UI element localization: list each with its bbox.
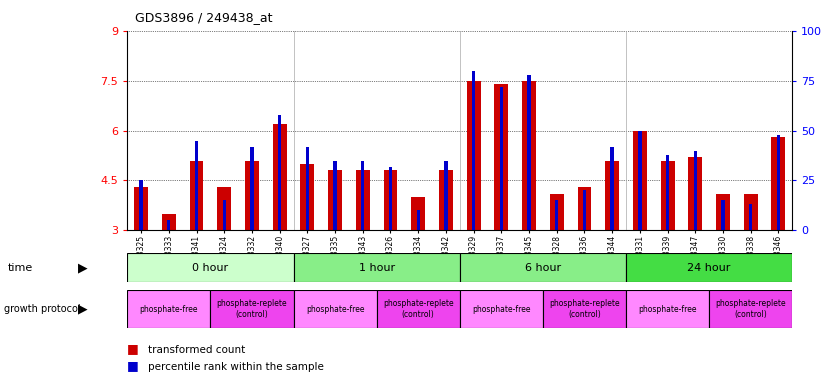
Bar bbox=[134, 187, 148, 230]
Bar bbox=[460, 253, 626, 282]
Text: GDS3896 / 249438_at: GDS3896 / 249438_at bbox=[135, 12, 273, 25]
Text: phosphate-replete
(control): phosphate-replete (control) bbox=[383, 300, 453, 319]
Text: phosphate-free: phosphate-free bbox=[305, 305, 365, 314]
Text: time: time bbox=[8, 263, 34, 273]
Bar bbox=[666, 154, 669, 230]
Text: phosphate-free: phosphate-free bbox=[472, 305, 530, 314]
Bar bbox=[472, 71, 475, 230]
Bar bbox=[328, 170, 342, 230]
Bar bbox=[250, 147, 254, 230]
Bar bbox=[500, 87, 503, 230]
Bar bbox=[300, 164, 314, 230]
Bar bbox=[494, 84, 508, 230]
Bar bbox=[460, 290, 543, 328]
Text: phosphate-replete
(control): phosphate-replete (control) bbox=[217, 300, 287, 319]
Bar bbox=[709, 290, 792, 328]
Bar bbox=[389, 167, 392, 230]
Bar bbox=[355, 170, 369, 230]
Text: 24 hour: 24 hour bbox=[687, 263, 731, 273]
Bar bbox=[694, 151, 697, 230]
Bar bbox=[626, 253, 792, 282]
Bar bbox=[333, 161, 337, 230]
Bar bbox=[611, 147, 614, 230]
Text: 6 hour: 6 hour bbox=[525, 263, 561, 273]
Bar bbox=[661, 161, 675, 230]
Bar bbox=[772, 137, 786, 230]
Bar bbox=[305, 147, 309, 230]
Bar bbox=[527, 74, 530, 230]
Text: phosphate-free: phosphate-free bbox=[140, 305, 198, 314]
Bar bbox=[688, 157, 702, 230]
Text: phosphate-replete
(control): phosphate-replete (control) bbox=[549, 300, 620, 319]
Bar bbox=[638, 131, 641, 230]
Bar bbox=[190, 161, 204, 230]
Bar bbox=[626, 290, 709, 328]
Bar bbox=[377, 290, 460, 328]
Bar bbox=[411, 197, 425, 230]
Bar bbox=[127, 253, 294, 282]
Bar bbox=[167, 220, 171, 230]
Bar bbox=[522, 81, 536, 230]
Text: phosphate-free: phosphate-free bbox=[638, 305, 697, 314]
Text: percentile rank within the sample: percentile rank within the sample bbox=[148, 362, 323, 372]
Bar bbox=[439, 170, 453, 230]
Bar bbox=[222, 200, 226, 230]
Text: transformed count: transformed count bbox=[148, 345, 245, 355]
Bar bbox=[633, 131, 647, 230]
Bar bbox=[444, 161, 447, 230]
Bar bbox=[127, 290, 210, 328]
Text: growth protocol: growth protocol bbox=[4, 304, 80, 314]
Text: 0 hour: 0 hour bbox=[192, 263, 228, 273]
Text: ▶: ▶ bbox=[78, 262, 88, 274]
Text: phosphate-replete
(control): phosphate-replete (control) bbox=[715, 300, 786, 319]
Bar bbox=[543, 290, 626, 328]
Bar bbox=[361, 161, 365, 230]
Bar bbox=[716, 194, 730, 230]
Bar bbox=[294, 290, 377, 328]
Bar bbox=[605, 161, 619, 230]
Bar bbox=[555, 200, 558, 230]
Bar bbox=[383, 170, 397, 230]
Bar bbox=[294, 253, 460, 282]
Bar bbox=[278, 114, 282, 230]
Bar bbox=[550, 194, 564, 230]
Bar bbox=[749, 204, 752, 230]
Bar bbox=[273, 124, 287, 230]
Text: ■: ■ bbox=[127, 359, 139, 372]
Bar bbox=[210, 290, 294, 328]
Bar bbox=[162, 214, 176, 230]
Bar bbox=[744, 194, 758, 230]
Bar bbox=[140, 180, 143, 230]
Bar bbox=[195, 141, 198, 230]
Text: ▶: ▶ bbox=[78, 303, 88, 316]
Bar bbox=[466, 81, 480, 230]
Bar bbox=[583, 190, 586, 230]
Bar bbox=[416, 210, 420, 230]
Bar bbox=[218, 187, 232, 230]
Text: ■: ■ bbox=[127, 342, 139, 355]
Bar bbox=[777, 134, 780, 230]
Text: 1 hour: 1 hour bbox=[359, 263, 395, 273]
Bar bbox=[577, 187, 591, 230]
Bar bbox=[722, 200, 725, 230]
Bar bbox=[245, 161, 259, 230]
